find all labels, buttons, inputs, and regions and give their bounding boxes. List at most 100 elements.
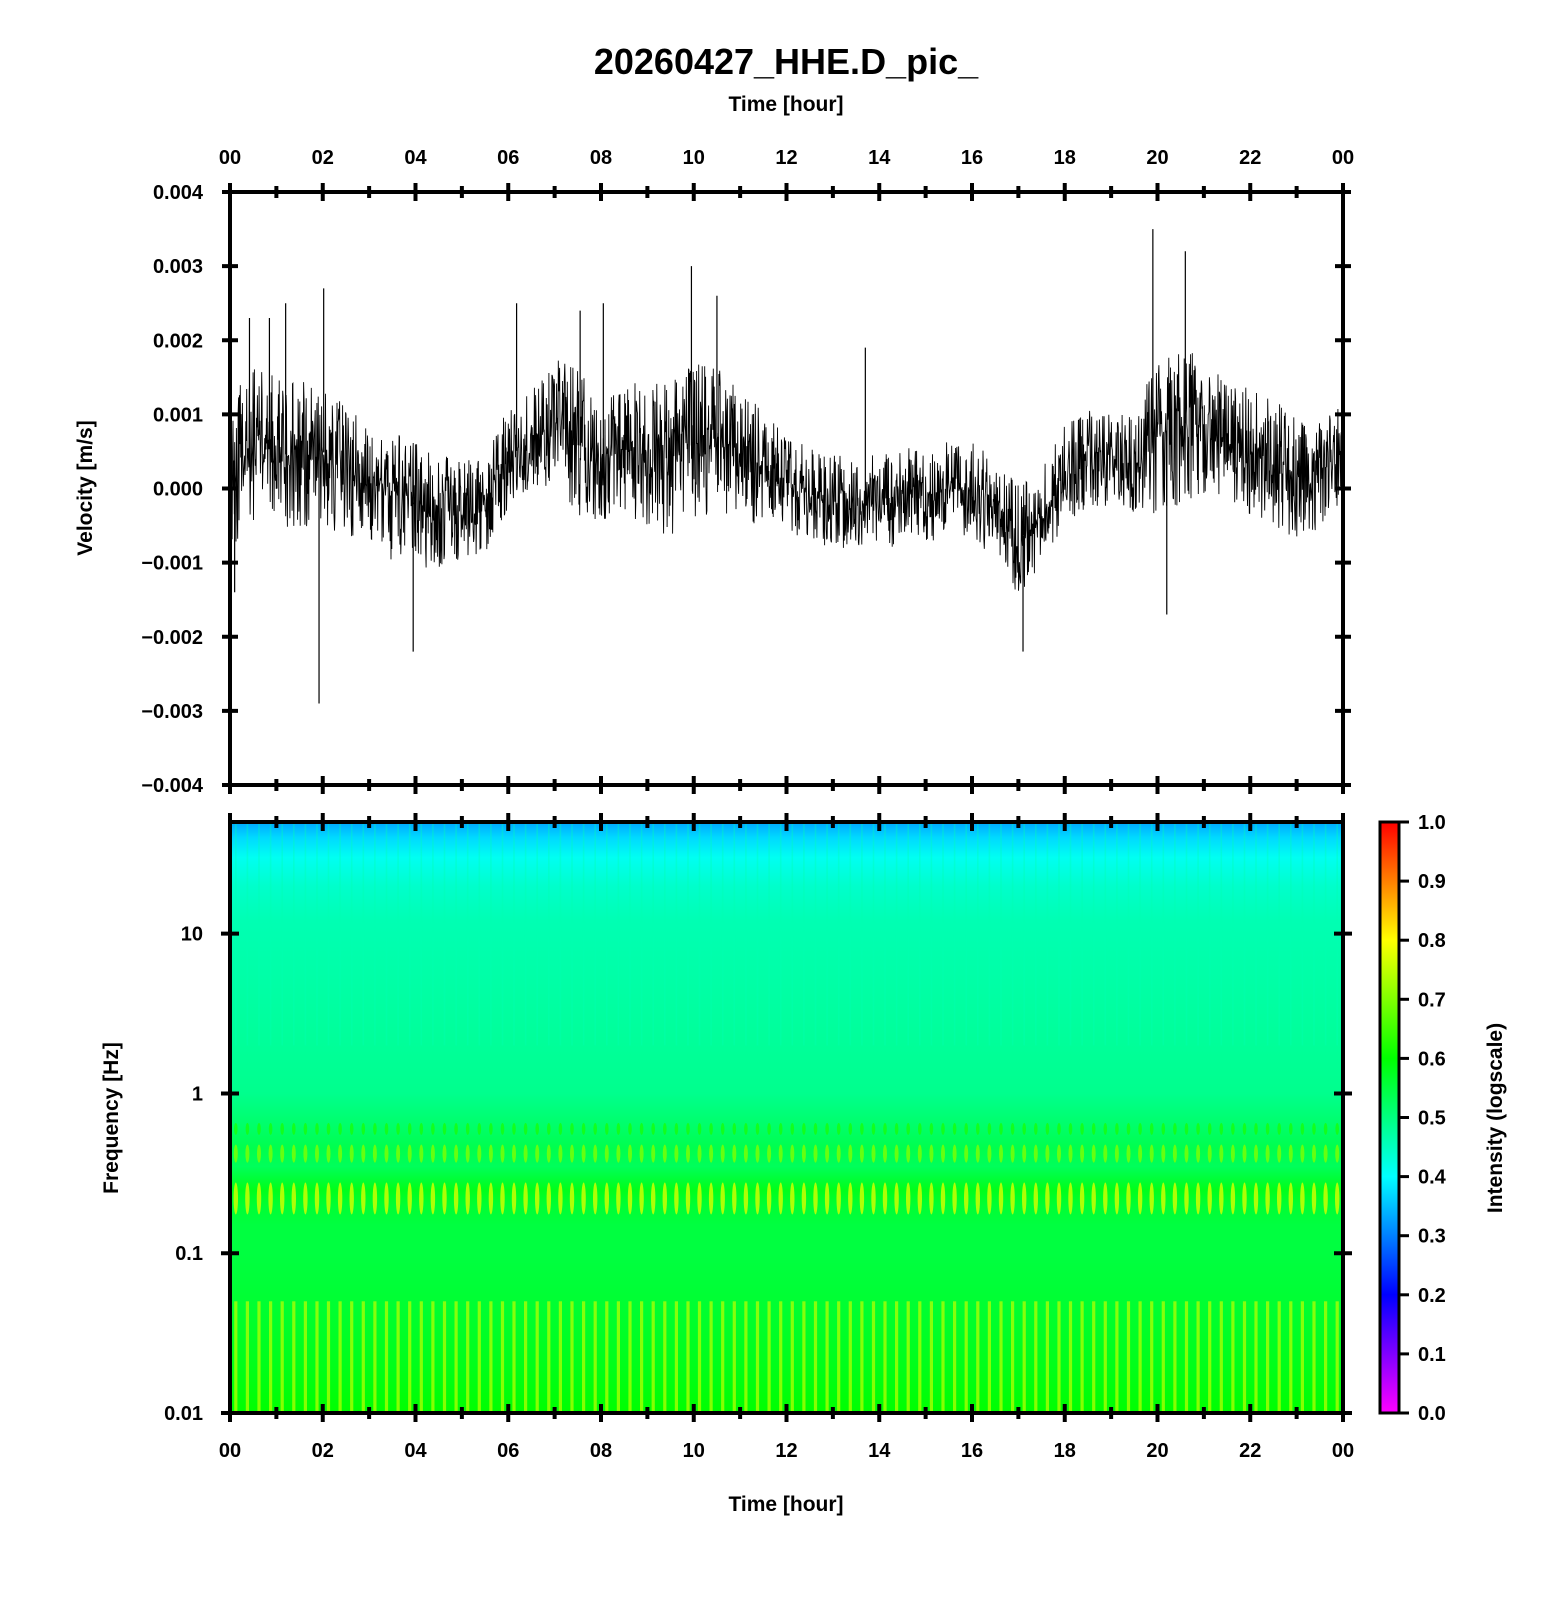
spectrogram-y-tick-labels: 10 1 0.1 0.01 [164,924,203,1425]
spectrogram-blob-022hz [882,1182,888,1215]
spectrogram-blob-022hz [511,1182,517,1215]
spectrogram-stripe-low [651,1301,655,1413]
spectrogram-blob-042hz [233,1144,238,1163]
spectrogram-blob-06hz [407,1122,412,1135]
spectrogram-stripe-high [1127,822,1130,1046]
spectrogram-blob-042hz [1254,1144,1258,1163]
spectrogram-stripe-high [803,822,805,1046]
spectrogram-blob-022hz [917,1182,922,1215]
spectrogram-blob-042hz [1091,1144,1096,1163]
spectrogram-blob-042hz [686,1144,690,1163]
spectrogram-stripe-low [1138,1301,1142,1413]
spectrogram-blob-022hz [975,1182,980,1215]
spectrogram-stripe-high [884,822,886,1046]
spectrogram-blob-042hz [1103,1144,1108,1163]
spectrogram-stripe-low [848,1301,852,1413]
spectrogram-blob-06hz [1068,1122,1073,1135]
spectrogram-stripe-low [570,1301,574,1413]
spectrogram-blob-022hz [616,1182,621,1215]
spectrogram-stripe-low [442,1301,447,1413]
colorbar-label: Intensity (logscale) [1484,1023,1507,1213]
spectrogram-blob-022hz [1021,1182,1027,1215]
spectrogram-stripe-high [594,822,596,1046]
velocity-trace-line [230,353,1343,591]
spectrogram-blob-022hz [998,1182,1004,1215]
spectrogram-blob-022hz [894,1182,899,1215]
spectrogram-stripe-high [779,822,782,1046]
spectrogram-blob-022hz [1311,1182,1317,1215]
spectrogram-blob-06hz [1196,1122,1200,1135]
spectrogram-blob-022hz [755,1182,760,1215]
spectrogram-stripe-low [883,1301,887,1413]
spectrogram-blob-06hz [384,1122,389,1135]
bottom-x-tick-label: 02 [312,1440,334,1462]
spectrogram-stripe-high [362,822,365,1046]
colorbar-tick-label: 0.5 [1418,1108,1446,1130]
spectrogram-blob-022hz [929,1182,934,1215]
spectrogram-stripe-high [571,822,573,1046]
spectrogram-blob-06hz [720,1122,725,1135]
spectrogram-stripe-low [1045,1301,1049,1413]
spectrogram-stripe-low [1335,1301,1339,1413]
spectrogram-blob-042hz [523,1144,528,1163]
spectrogram-stripe-high [1197,822,1199,1046]
spectrogram-stripe-high [1278,822,1280,1046]
spectrogram-stripe-low [918,1301,922,1413]
spectrogram-blob-022hz [940,1182,946,1215]
spectrogram-blob-022hz [523,1182,528,1215]
spectrogram-stripe-low [767,1301,771,1413]
spectrogram-stripe-low [1034,1301,1038,1413]
spectrogram-blob-042hz [639,1144,644,1163]
spectrogram-stripe-high [1185,822,1188,1046]
spectrogram-stripe-high [675,822,678,1046]
spectrogram-stripe-low [454,1301,458,1413]
spectrogram-blob-042hz [825,1144,830,1163]
spectrogram-blob-042hz [465,1144,470,1163]
spectrogram-stripe-low [524,1301,528,1413]
spectrogram-stripe-high [1139,822,1141,1046]
spectrogram-blob-022hz [245,1182,250,1215]
spectrogram-x-ticks [228,813,1345,1422]
spectrogram-blob-022hz [1219,1182,1224,1215]
spectrogram-blob-022hz [720,1182,725,1215]
spectrogram-blob-06hz [929,1122,934,1135]
spectrogram-stripe-high [721,822,724,1046]
spectrogram-blob-022hz [1288,1182,1294,1215]
spectrogram-blob-06hz [790,1122,795,1135]
spectrogram-blob-042hz [790,1144,795,1163]
spectrogram-blob-06hz [570,1122,574,1135]
spectrogram-stripe-high [1104,822,1107,1046]
spectrogram-blob-042hz [558,1144,563,1163]
spectrogram-blob-042hz [778,1144,783,1163]
spectrogram-stripe-high [687,822,689,1046]
spectrogram-blob-06hz [848,1122,853,1135]
spectrogram-blob-06hz [628,1122,632,1135]
spectrogram-stripe-low [547,1301,551,1413]
spectrogram-stripe-low [663,1301,667,1413]
spectrogram-stripe-high [1081,822,1083,1046]
spectrogram-stripe-high [1255,822,1257,1046]
spectrogram-stripe-low [976,1301,980,1413]
spectrogram-stripe-low [616,1301,620,1413]
spectrogram-stripe-low [709,1301,713,1413]
spectrogram-stripe-high [1313,822,1315,1046]
spectrogram-blob-042hz [384,1144,389,1163]
spectrogram-blob-042hz [883,1144,887,1163]
spectrogram-blob-06hz [1126,1122,1131,1135]
spectrogram-stripe-high [1174,822,1176,1046]
spectrogram-stripe-low [500,1301,505,1413]
spectrogram-blob-06hz [778,1122,783,1135]
spectrogram-stripe-high [304,822,307,1046]
spectrogram-panel: 00 02 04 06 08 10 12 14 16 18 20 22 00 10 1 0.1 0.01 Fr… [100,813,1354,1516]
velocity-trace [230,229,1343,704]
spectrogram-stripe-low [1324,1301,1328,1413]
spectrogram-stripe-low [315,1301,319,1413]
spectrogram-blob-022hz [1114,1182,1120,1215]
spectrogram-blob-042hz [268,1144,273,1163]
frequency-y-tick-label: 0.1 [175,1243,203,1265]
spectrogram-blob-022hz [685,1182,691,1215]
spectrogram-blob-06hz [1312,1122,1316,1135]
spectrogram-blob-042hz [372,1144,377,1163]
spectrogram-stripe-high [432,822,434,1046]
